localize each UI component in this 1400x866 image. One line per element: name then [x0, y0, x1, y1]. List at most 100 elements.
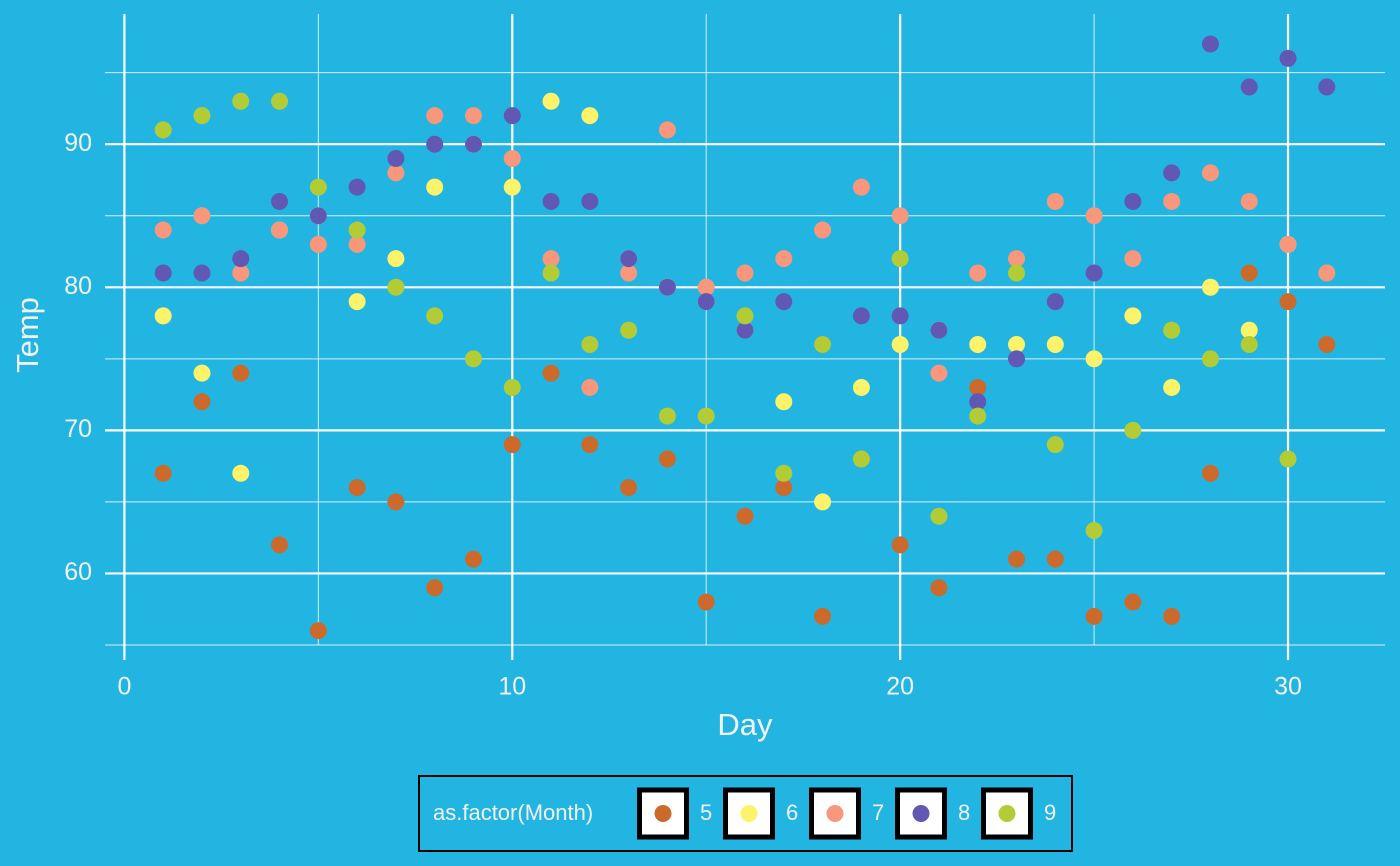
y-tick-label: 70 [64, 415, 92, 443]
legend-key [809, 787, 861, 840]
point [271, 536, 289, 554]
y-axis-title: Temp [10, 297, 45, 373]
point [154, 264, 172, 282]
point [1240, 336, 1258, 354]
x-tick-label: 0 [117, 673, 131, 701]
point [1046, 336, 1064, 354]
point [891, 207, 909, 225]
point [271, 221, 289, 239]
point [658, 407, 676, 425]
point [1163, 164, 1181, 182]
legend-marker [998, 805, 1016, 822]
point [309, 235, 327, 253]
point [1008, 550, 1026, 568]
point [1008, 336, 1026, 354]
legend-marker [826, 805, 844, 822]
point [426, 307, 444, 325]
point [387, 150, 405, 168]
x-tick-label: 20 [886, 673, 914, 701]
point [503, 178, 521, 196]
legend-marker [654, 805, 672, 822]
point [620, 321, 638, 339]
point [154, 464, 172, 482]
point [1279, 49, 1297, 67]
point [464, 107, 482, 125]
legend-label: 5 [700, 800, 712, 825]
point [736, 321, 754, 339]
point [1240, 78, 1258, 96]
point [232, 92, 250, 110]
point [542, 364, 560, 382]
point [232, 250, 250, 268]
point [1046, 293, 1064, 311]
point [620, 264, 638, 282]
point [193, 107, 211, 125]
point [1124, 250, 1142, 268]
point [658, 278, 676, 296]
point [930, 364, 948, 382]
point [969, 378, 987, 396]
point [775, 479, 793, 497]
point [503, 107, 521, 125]
point [542, 192, 560, 210]
legend-label: 6 [786, 800, 798, 825]
point [1201, 464, 1219, 482]
point [581, 336, 599, 354]
point [1279, 450, 1297, 468]
point [1163, 321, 1181, 339]
point [581, 192, 599, 210]
point [387, 250, 405, 268]
point [1124, 593, 1142, 611]
point [1240, 264, 1258, 282]
point [542, 250, 560, 268]
point [775, 464, 793, 482]
point [542, 264, 560, 282]
point [348, 479, 366, 497]
point [503, 378, 521, 396]
point [814, 493, 832, 511]
point [930, 579, 948, 597]
point [969, 264, 987, 282]
point [736, 507, 754, 525]
point [697, 278, 715, 296]
point [1046, 550, 1064, 568]
point [426, 579, 444, 597]
point [852, 378, 870, 396]
point [1085, 350, 1103, 368]
point [1046, 436, 1064, 454]
point [814, 607, 832, 625]
point [271, 192, 289, 210]
point [697, 293, 715, 311]
point [1124, 421, 1142, 439]
x-tick-label: 10 [498, 673, 526, 701]
point [387, 493, 405, 511]
legend-box [418, 775, 1073, 852]
point [154, 307, 172, 325]
point [1163, 378, 1181, 396]
point [154, 121, 172, 139]
point [309, 207, 327, 225]
point [1008, 250, 1026, 268]
point [775, 293, 793, 311]
point [1085, 264, 1103, 282]
point [1318, 264, 1336, 282]
point [232, 264, 250, 282]
point [1201, 164, 1219, 182]
point [232, 364, 250, 382]
point [1008, 350, 1026, 368]
point [1279, 235, 1297, 253]
point [387, 278, 405, 296]
point [348, 293, 366, 311]
point [736, 264, 754, 282]
point [697, 593, 715, 611]
point [503, 436, 521, 454]
point [581, 378, 599, 396]
point [464, 135, 482, 153]
point [1318, 78, 1336, 96]
point [891, 250, 909, 268]
point [348, 178, 366, 196]
point [348, 235, 366, 253]
point [464, 550, 482, 568]
x-axis-title: Day [717, 707, 773, 742]
